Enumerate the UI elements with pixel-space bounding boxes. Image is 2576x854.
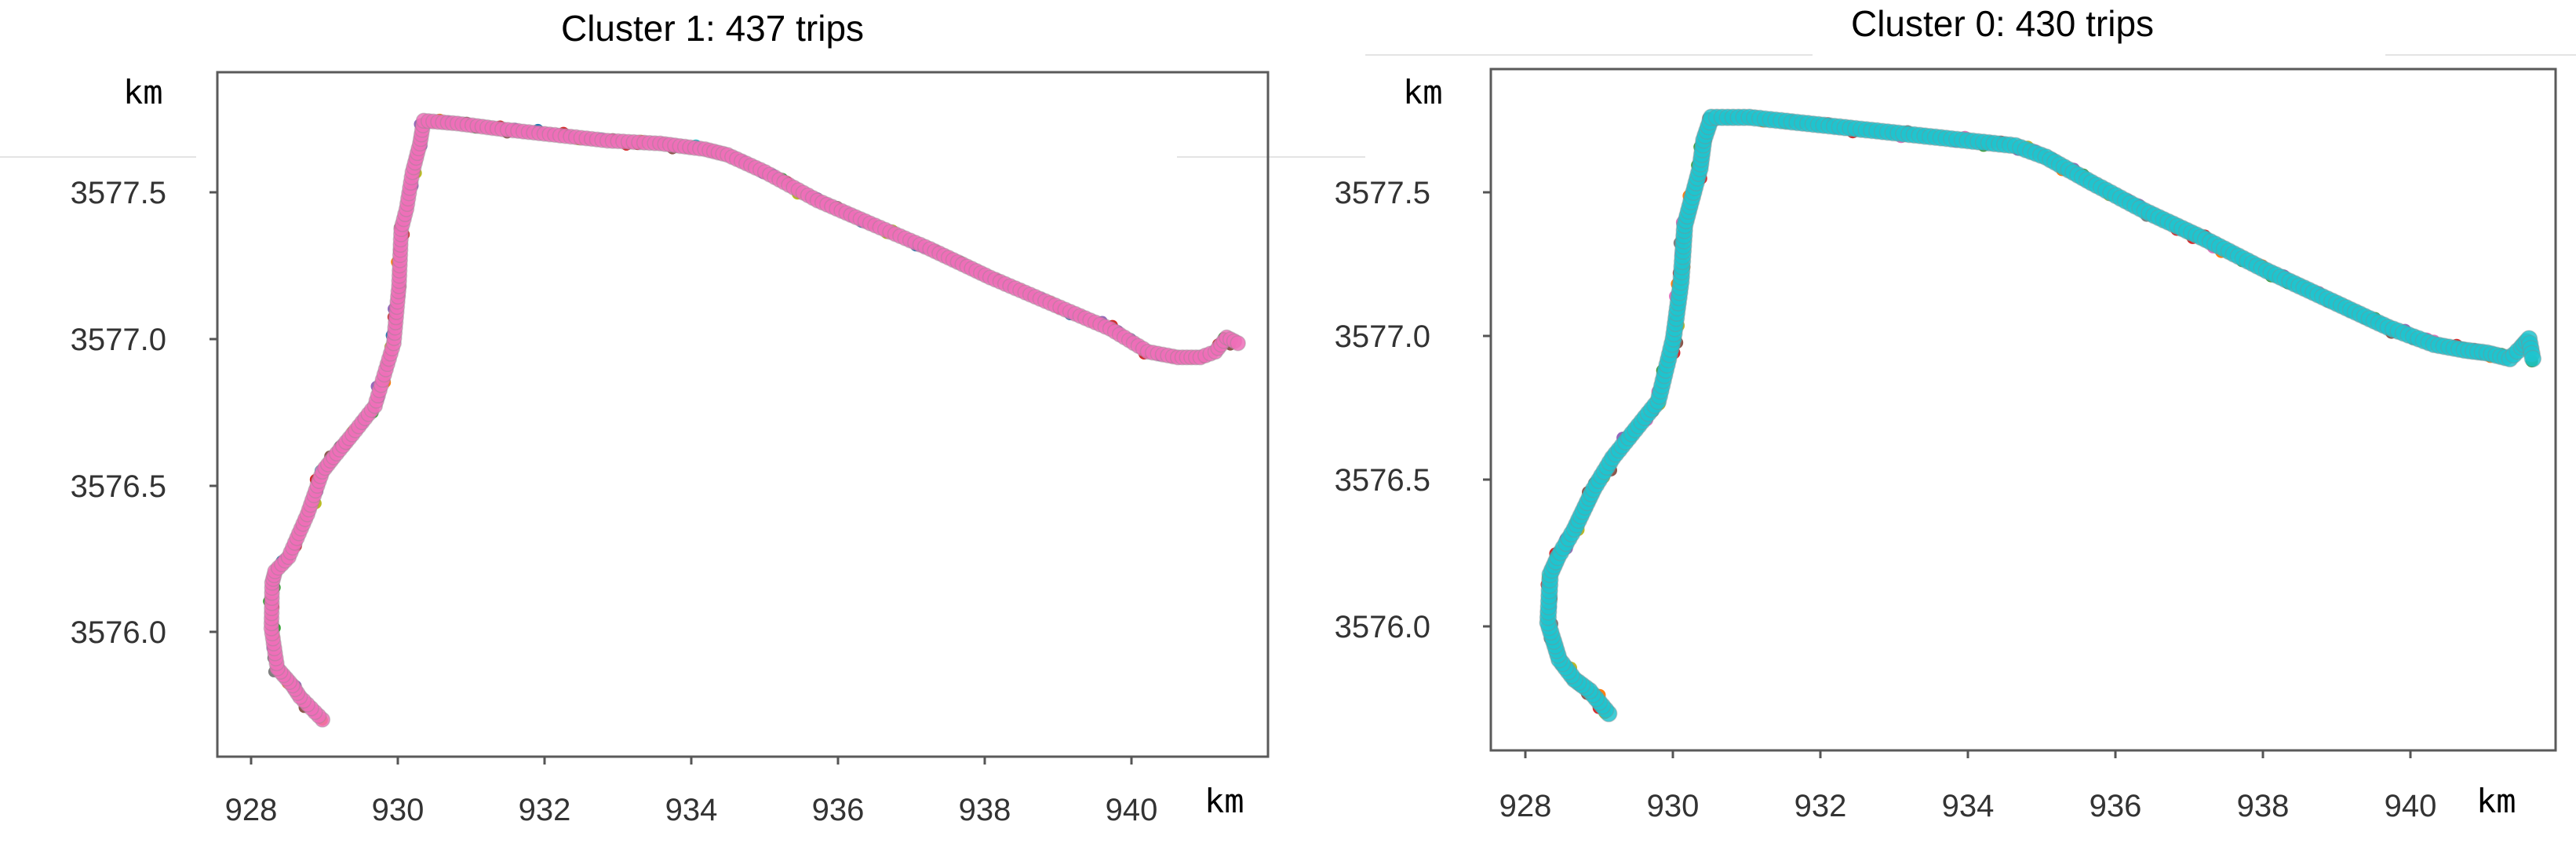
x-axis-unit-label: km — [2476, 782, 2516, 820]
trip-points-layer — [263, 112, 1246, 728]
chart-title: Cluster 1: 437 trips — [561, 8, 864, 49]
y-axis-unit-label: km — [1403, 73, 1443, 111]
chart-panel-cluster-1: Cluster 1: 437 trips km km 3577.5 3577.0… — [71, 0, 1271, 827]
title-backdrop — [518, 0, 1271, 64]
y-axis: 3577.5 3577.0 3576.5 3576.0 — [1335, 176, 1491, 644]
x-tick-label: 936 — [2090, 789, 2142, 823]
y-tick-label: 3577.5 — [1335, 176, 1430, 210]
x-tick-label: 928 — [225, 793, 278, 827]
y-axis-unit-label: km — [123, 73, 163, 111]
x-axis-unit-label: km — [1204, 782, 1244, 820]
x-axis: 928 930 932 934 936 938 940 — [225, 757, 1158, 827]
x-tick-label: 932 — [519, 793, 571, 827]
y-tick-label: 3577.0 — [71, 323, 166, 357]
x-tick-label: 928 — [1499, 789, 1552, 823]
x-tick-label: 938 — [959, 793, 1011, 827]
x-tick-label: 938 — [2237, 789, 2290, 823]
trip-point — [2523, 349, 2542, 368]
trip-points-layer — [1539, 108, 2542, 723]
x-tick-label: 930 — [372, 793, 424, 827]
x-tick-label: 934 — [1942, 789, 1995, 823]
y-tick-label: 3577.5 — [71, 176, 166, 210]
plot-area-frame — [1489, 68, 2557, 752]
y-tick-label: 3577.0 — [1335, 319, 1430, 354]
chart-panel-cluster-0: Cluster 0: 430 trips km km 3577.5 3577.0… — [1335, 0, 2557, 823]
y-tick-label: 3576.0 — [1335, 610, 1430, 644]
x-tick-label: 930 — [1647, 789, 1700, 823]
y-axis: 3577.5 3577.0 3576.5 3576.0 — [71, 176, 217, 650]
x-tick-label: 932 — [1794, 789, 1847, 823]
y-tick-label: 3576.0 — [71, 615, 166, 650]
chart-title: Cluster 0: 430 trips — [1851, 3, 2154, 44]
x-tick-label: 934 — [665, 793, 718, 827]
x-tick-label: 940 — [2385, 789, 2437, 823]
title-backdrop — [1813, 0, 2385, 64]
y-tick-label: 3576.5 — [71, 469, 166, 504]
x-tick-label: 940 — [1106, 793, 1158, 827]
y-tick-label: 3576.5 — [1335, 463, 1430, 498]
trip-point — [1230, 334, 1246, 352]
x-axis: 928 930 932 934 936 938 940 — [1499, 750, 2437, 823]
x-tick-label: 936 — [812, 793, 865, 827]
plot-area-frame — [216, 71, 1270, 758]
